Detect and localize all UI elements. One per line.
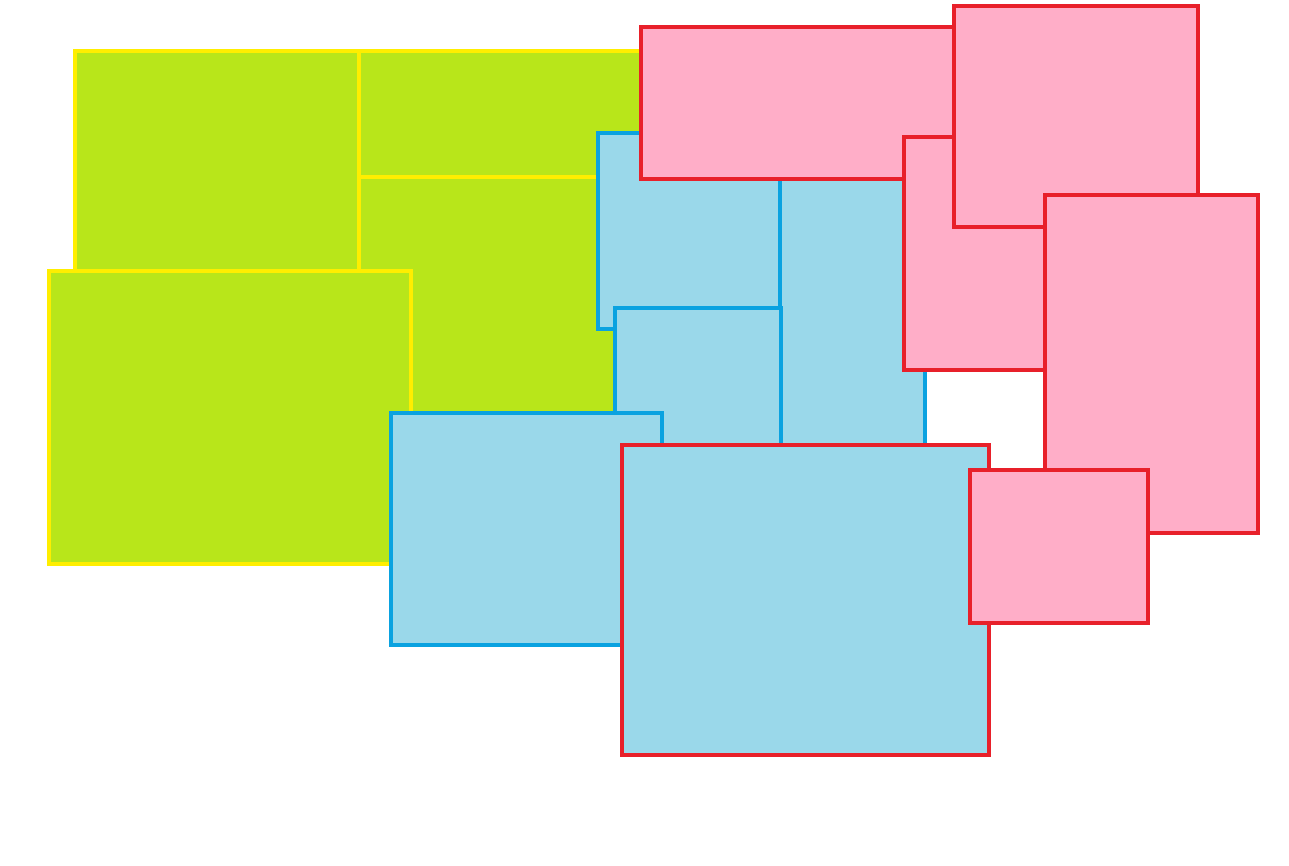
- red-outlined-blue-rect: [620, 443, 991, 757]
- green-rect-4: [47, 269, 413, 566]
- pink-rect-5: [968, 468, 1150, 625]
- green-rect-1: [73, 49, 361, 277]
